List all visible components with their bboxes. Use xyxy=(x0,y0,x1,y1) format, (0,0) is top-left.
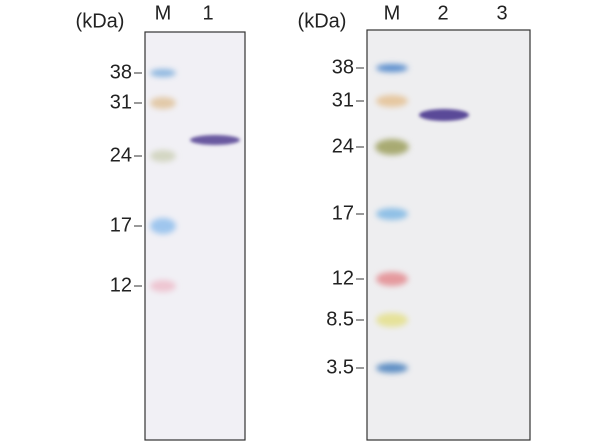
marker-label: 12 xyxy=(332,267,354,289)
lane-label: 1 xyxy=(202,2,213,24)
protein-band xyxy=(190,135,240,145)
marker-label: 12 xyxy=(110,274,132,296)
marker-label: 38 xyxy=(110,61,132,83)
membrane xyxy=(366,29,531,441)
marker-label: 38 xyxy=(332,56,354,78)
marker-label: 24 xyxy=(110,144,132,166)
protein-band xyxy=(419,109,469,121)
lane-label: M xyxy=(155,2,172,24)
marker-label: 31 xyxy=(332,89,354,111)
lane-label: 3 xyxy=(496,2,507,24)
marker-label: 3.5 xyxy=(326,356,354,378)
marker-label: 24 xyxy=(332,135,354,157)
marker-bands xyxy=(375,64,409,373)
marker-label: 17 xyxy=(332,202,354,224)
marker-label: 17 xyxy=(110,214,132,236)
marker-label: 8.5 xyxy=(326,308,354,330)
unit-label: (kDa) xyxy=(76,10,125,32)
marker-bands xyxy=(150,69,176,292)
unit-label: (kDa) xyxy=(298,10,347,32)
labels: (kDa) M 1 38 31 24 17 12 (kDa) M 2 3 38 31 24 17 12 8.5 3.… xyxy=(76,2,508,378)
lane-label: M xyxy=(384,2,401,24)
lane-label: 2 xyxy=(437,2,448,24)
marker-label: 31 xyxy=(110,91,132,113)
membrane xyxy=(144,31,246,441)
